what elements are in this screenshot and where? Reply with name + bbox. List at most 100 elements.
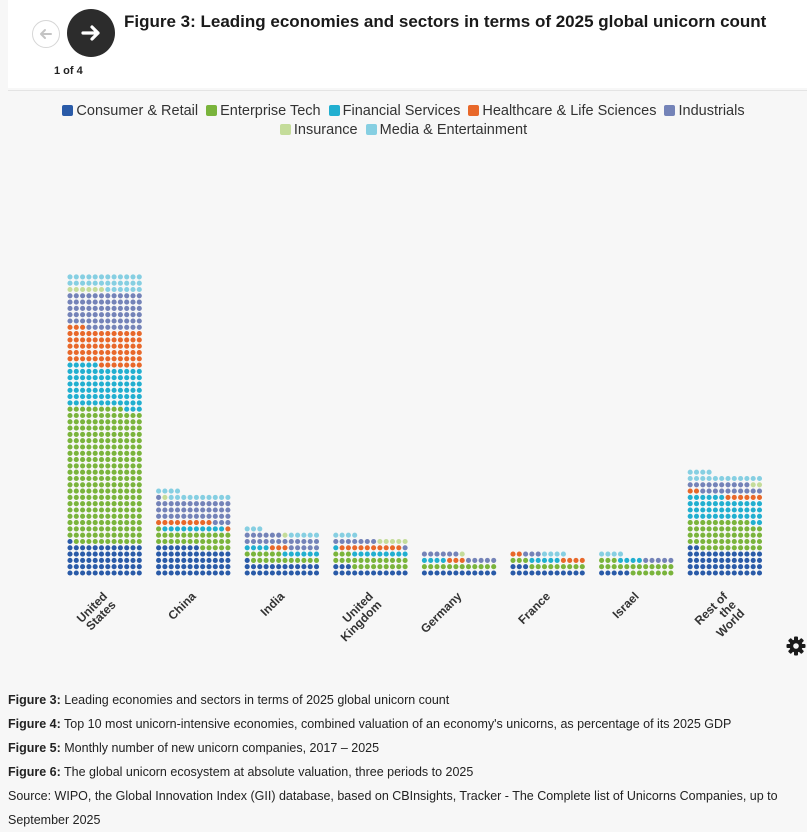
unicorn-dot: [206, 545, 212, 551]
unicorn-dot: [92, 513, 98, 519]
unicorn-dot: [219, 545, 225, 551]
unicorn-dot: [80, 475, 86, 482]
next-figure-button[interactable]: [67, 9, 115, 57]
unicorn-dot: [111, 368, 117, 374]
legend-item[interactable]: Media & Entertainment: [365, 121, 528, 140]
unicorn-dot: [567, 570, 573, 576]
unicorn-dot: [156, 564, 162, 570]
legend-item[interactable]: Healthcare & Life Sciences: [468, 102, 656, 121]
unicorn-dot: [523, 570, 529, 576]
unicorn-dot: [67, 425, 73, 431]
unicorn-dot: [731, 513, 737, 519]
unicorn-dot: [124, 305, 130, 311]
unicorn-dot: [105, 425, 111, 431]
unicorn-dot: [86, 375, 92, 381]
legend-item[interactable]: Industrials: [664, 102, 745, 121]
unicorn-dot: [162, 488, 168, 494]
unicorn-dot: [124, 469, 130, 475]
unicorn-dot: [174, 545, 181, 551]
legend-label: Media & Entertainment: [379, 122, 528, 138]
unicorn-dot: [117, 538, 123, 545]
unicorn-dot: [130, 463, 136, 469]
unicorn-dot: [219, 557, 225, 563]
gear-icon[interactable]: [786, 636, 806, 656]
unicorn-dot: [560, 564, 566, 570]
header-divider: [8, 90, 807, 91]
unicorn-dot: [193, 507, 199, 513]
unicorn-dot: [117, 564, 123, 570]
unicorn-dot: [73, 557, 79, 563]
unicorn-dot: [529, 570, 535, 576]
unicorn-dot: [693, 564, 700, 570]
unicorn-dot: [67, 463, 73, 469]
economy-column[interactable]: [333, 532, 408, 576]
legend-item[interactable]: Consumer & Retail: [62, 102, 198, 121]
unicorn-dot: [168, 551, 174, 557]
unicorn-dot: [693, 482, 700, 488]
unicorn-dot: [105, 400, 111, 406]
unicorn-dot: [98, 545, 105, 551]
unicorn-dot: [484, 564, 490, 570]
legend-item[interactable]: Insurance: [279, 121, 358, 140]
unicorn-dot: [333, 564, 339, 570]
unicorn-dot: [617, 570, 624, 576]
unicorn-dot: [117, 349, 123, 356]
note-item[interactable]: Figure 4: Top 10 most unicorn-intensive …: [8, 717, 732, 731]
unicorn-dot: [364, 545, 370, 551]
economy-column[interactable]: [687, 469, 763, 576]
note-item[interactable]: Figure 3: Leading economies and sectors …: [8, 693, 450, 707]
unicorn-dot: [130, 312, 136, 318]
unicorn-dot: [136, 375, 142, 381]
unicorn-dot: [181, 557, 187, 563]
unicorn-dot: [174, 557, 181, 563]
unicorn-dot: [156, 538, 162, 545]
economy-column[interactable]: [156, 488, 231, 576]
unicorn-dot: [731, 494, 737, 500]
unicorn-dot: [168, 526, 174, 532]
unicorn-dot: [174, 494, 181, 500]
unicorn-dot: [130, 343, 136, 349]
economy-column[interactable]: [421, 551, 497, 576]
legend-item[interactable]: Financial Services: [328, 102, 460, 121]
economy-column[interactable]: [599, 551, 674, 576]
unicorn-dot: [111, 526, 117, 532]
unicorn-dot: [98, 280, 105, 286]
unicorn-dot: [105, 507, 111, 513]
unicorn-dot: [117, 425, 123, 431]
unicorn-dot: [693, 469, 700, 475]
unicorn-dot: [86, 438, 92, 444]
unicorn-dot: [73, 343, 79, 349]
unicorn-dot: [712, 551, 718, 557]
unicorn-dot: [92, 494, 98, 500]
unicorn-dot: [313, 551, 320, 557]
unicorn-dot: [136, 299, 142, 305]
unicorn-dot: [529, 557, 535, 563]
unicorn-dot: [124, 513, 130, 519]
unicorn-dot: [80, 507, 86, 513]
unicorn-dot: [206, 513, 212, 519]
economy-column[interactable]: [510, 551, 585, 576]
previous-figure-button[interactable]: [32, 20, 60, 48]
unicorn-dot: [80, 406, 86, 412]
unicorn-dot: [136, 538, 142, 545]
economy-column[interactable]: [244, 526, 320, 576]
unicorn-dot: [750, 475, 756, 482]
unicorn-dot: [421, 551, 427, 557]
unicorn-dot: [111, 488, 117, 494]
unicorn-dot: [738, 520, 744, 526]
unicorn-dot: [333, 551, 339, 557]
unicorn-dot: [257, 570, 263, 576]
unicorn-dot: [136, 324, 142, 330]
unicorn-dot: [86, 538, 92, 545]
unicorn-dot: [156, 526, 162, 532]
unicorn-dot: [225, 557, 231, 563]
unicorn-dot: [92, 349, 98, 356]
legend-item[interactable]: Enterprise Tech: [206, 102, 321, 121]
unicorn-dot: [130, 406, 136, 412]
unicorn-dot: [105, 368, 111, 374]
unicorn-dot: [573, 564, 579, 570]
note-item[interactable]: Figure 6: The global unicorn ecosystem a…: [8, 765, 474, 779]
note-item[interactable]: Figure 5: Monthly number of new unicorn …: [8, 741, 380, 755]
economy-column[interactable]: [67, 274, 142, 576]
unicorn-dot: [301, 532, 307, 538]
